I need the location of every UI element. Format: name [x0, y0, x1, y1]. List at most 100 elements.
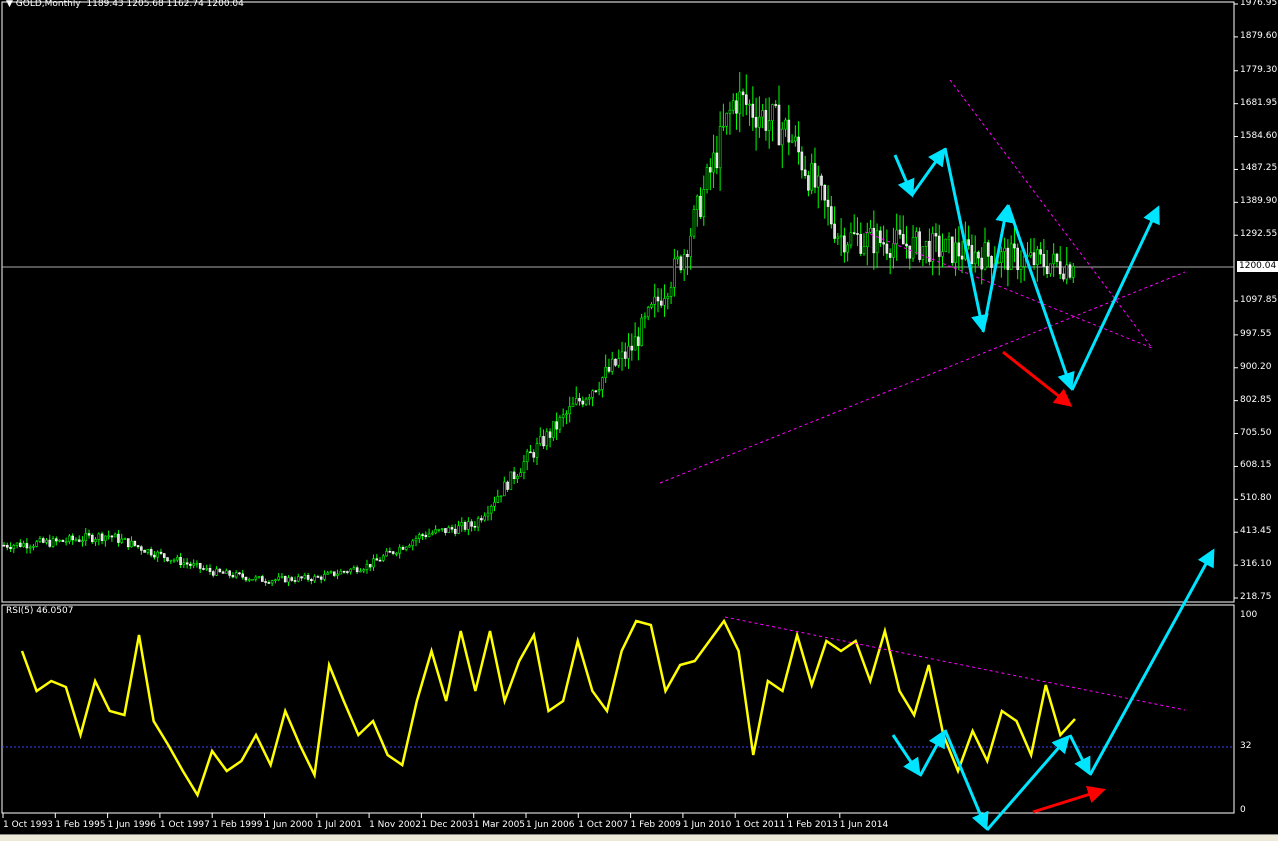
candle [869, 227, 872, 233]
price-arrows[interactable] [891, 147, 1215, 831]
candle [924, 240, 928, 247]
collapse-triangle-icon[interactable]: ▼ [6, 0, 13, 9]
candle [659, 300, 663, 306]
candle [421, 534, 424, 536]
candle [758, 116, 761, 128]
candle [270, 580, 274, 584]
candle [316, 576, 320, 578]
candle [113, 533, 117, 538]
candle [545, 431, 549, 447]
candle [820, 175, 823, 186]
candle [830, 206, 833, 225]
trendline-support[interactable] [659, 271, 1186, 484]
arrow-icon[interactable] [981, 204, 1014, 333]
candle [15, 542, 19, 546]
arrow-icon[interactable] [910, 147, 946, 196]
candle [368, 564, 372, 568]
candle [277, 576, 280, 580]
candle [807, 175, 810, 191]
candle [548, 431, 552, 438]
candle [149, 549, 153, 556]
candle [601, 377, 604, 390]
arrow-icon[interactable] [893, 154, 915, 198]
candle [722, 125, 725, 128]
candle [1071, 266, 1075, 278]
candle [352, 567, 356, 570]
candle [110, 535, 114, 538]
candle [591, 390, 594, 398]
candle [738, 91, 742, 114]
candle [646, 307, 650, 318]
candle [584, 398, 588, 405]
arrow-icon[interactable] [918, 729, 946, 777]
candle [941, 251, 944, 257]
candle [198, 562, 202, 569]
candle [244, 576, 248, 581]
candle [574, 398, 578, 405]
candle [146, 549, 150, 553]
candle [538, 436, 542, 444]
trendline-upper[interactable] [949, 79, 1153, 349]
arrow-icon[interactable] [943, 147, 989, 333]
candle [780, 128, 784, 146]
trendline-rsi[interactable] [724, 616, 1186, 711]
candle [944, 238, 948, 252]
candle [169, 559, 173, 562]
arrow-icon[interactable] [891, 734, 921, 777]
candle [862, 246, 866, 254]
red-arrows[interactable] [1002, 350, 1106, 814]
candle [349, 568, 352, 573]
rsi-tick-label: 32 [1240, 741, 1252, 751]
candle [5, 544, 9, 548]
candle [470, 521, 473, 527]
price-tick-label: 705.50 [1240, 427, 1272, 438]
candle [937, 235, 941, 257]
candle [97, 533, 101, 540]
candle [104, 535, 107, 541]
candle [895, 229, 899, 245]
candle [516, 475, 519, 479]
candle [823, 184, 827, 201]
candle [32, 546, 35, 548]
candle [709, 167, 712, 173]
candle [529, 451, 532, 454]
candle [35, 541, 39, 547]
time-tick-label: 1 Feb 1999 [212, 820, 263, 830]
arrow-icon[interactable] [943, 729, 989, 831]
trendlines[interactable] [659, 79, 1186, 711]
candle [225, 570, 228, 574]
candle [254, 576, 258, 580]
candle [617, 358, 621, 366]
arrow-icon[interactable] [985, 734, 1070, 831]
candle [221, 571, 225, 574]
arrow-icon[interactable] [1068, 734, 1091, 776]
candle [731, 100, 735, 111]
candle [1009, 243, 1013, 270]
candle [120, 538, 124, 543]
candle [166, 557, 169, 562]
candle [391, 551, 395, 554]
red-arrow-icon[interactable] [1002, 350, 1073, 407]
arrow-icon[interactable] [1006, 204, 1075, 391]
red-arrow-icon[interactable] [1032, 785, 1106, 814]
candle [558, 417, 562, 430]
candle [55, 538, 58, 542]
candle [532, 452, 536, 458]
candle [211, 571, 215, 576]
price-tick-label: 608.15 [1240, 460, 1272, 471]
candle [38, 538, 42, 542]
candle [313, 576, 316, 582]
candle [879, 230, 882, 243]
arrow-icon[interactable] [1070, 205, 1160, 391]
candle [803, 169, 807, 176]
candle [751, 103, 755, 118]
candle [1042, 253, 1046, 267]
candle [287, 577, 290, 583]
candle [915, 231, 918, 238]
arrow-icon[interactable] [1088, 548, 1215, 776]
price-tick-label: 1389.90 [1240, 196, 1278, 207]
price-tick-label: 1097.85 [1240, 295, 1278, 305]
candle [918, 231, 921, 260]
candle [1045, 266, 1049, 274]
